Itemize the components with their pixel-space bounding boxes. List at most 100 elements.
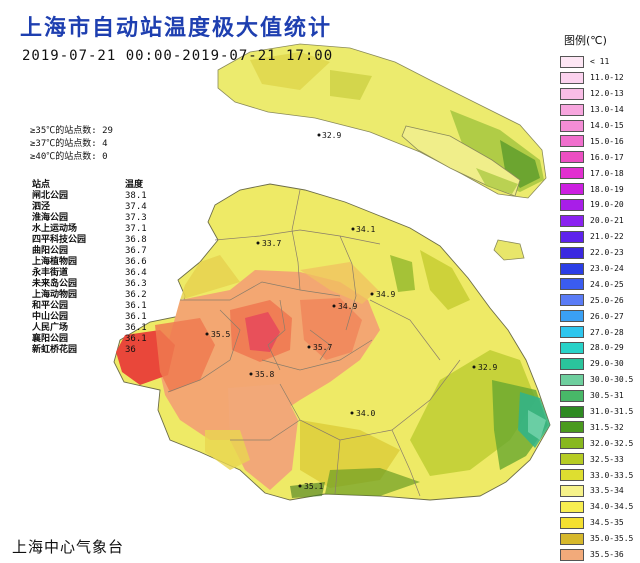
- map-label: 32.9: [322, 131, 341, 140]
- legend-swatch: [560, 421, 584, 434]
- station-name: 闸北公园: [32, 191, 69, 201]
- legend-item: 16.0-17: [560, 149, 638, 165]
- legend-label: 12.0-13: [590, 89, 624, 99]
- station-name: 上海动物园: [32, 290, 78, 300]
- station-count-summary: ≥35℃的站点数: 29 ≥37℃的站点数: 4 ≥40℃的站点数: 0: [30, 125, 113, 164]
- station-name: 淮海公园: [32, 213, 69, 223]
- station-name: 襄阳公园: [32, 334, 69, 344]
- legend-swatch: [560, 246, 584, 259]
- station-temp: 37.4: [125, 202, 147, 212]
- station-temp: 36.7: [125, 246, 147, 256]
- legend-swatch: [560, 326, 584, 339]
- legend-label: 16.0-17: [590, 152, 624, 162]
- station-row: 曲阳公园 36.7: [32, 246, 155, 257]
- station-temp: 36.6: [125, 257, 147, 267]
- station-row: 水上运动场 37.1: [32, 224, 155, 235]
- legend-label: 23.0-24: [590, 264, 624, 274]
- legend-item: 35.0-35.5: [560, 531, 638, 547]
- count-label: ≥37℃的站点数:: [30, 139, 97, 149]
- legend-item: 30.5-31: [560, 388, 638, 404]
- station-name: 上海植物园: [32, 257, 78, 267]
- legend-swatch: [560, 103, 584, 116]
- legend-item: 29.0-30: [560, 356, 638, 372]
- count-value: 29: [102, 126, 113, 136]
- legend-label: 32.5-33: [590, 454, 624, 464]
- count-label: ≥40℃的站点数:: [30, 152, 97, 162]
- station-row: 淮海公园 37.3: [32, 213, 155, 224]
- legend-label: 21.0-22: [590, 232, 624, 242]
- station-row: 上海植物园 36.6: [32, 257, 155, 268]
- legend-item: 25.0-26: [560, 292, 638, 308]
- issuer-label: 上海中心气象台: [12, 538, 125, 556]
- legend-label: 15.0-16: [590, 136, 624, 146]
- legend-item: 17.0-18: [560, 165, 638, 181]
- legend-item: 18.0-19: [560, 181, 638, 197]
- legend-label: 34.5-35: [590, 518, 624, 528]
- station-temp: 36.4: [125, 268, 147, 278]
- map-label: 35.5: [211, 330, 230, 339]
- map-title: 上海市自动站温度极大值统计: [20, 16, 333, 41]
- map-label: 35.7: [313, 343, 332, 352]
- legend-label: 35.0-35.5: [590, 534, 634, 544]
- legend-label: 14.0-15: [590, 121, 624, 130]
- station-row: 永丰街道 36.4: [32, 268, 155, 279]
- legend-swatch: [560, 310, 584, 323]
- legend-label: 24.0-25: [590, 279, 624, 289]
- legend-swatch: [560, 548, 584, 561]
- station-dot: [249, 372, 253, 376]
- station-name: 中山公园: [32, 312, 69, 322]
- legend-label: 30.0-30.5: [590, 375, 634, 385]
- legend-label: 11.0-12: [590, 73, 624, 83]
- legend-item: 14.0-15: [560, 118, 638, 134]
- changxing-island: [401, 125, 525, 261]
- count-value: 4: [102, 139, 108, 149]
- legend-label: 31.0-31.5: [590, 407, 634, 417]
- legend-label: 35.5-36: [590, 550, 624, 560]
- legend-swatch: [560, 453, 584, 466]
- legend-label: 32.0-32.5: [590, 438, 634, 448]
- legend-swatch: [560, 405, 584, 418]
- station-row: 中山公园 36.1: [32, 312, 155, 323]
- station-row: 襄阳公园 36.1: [32, 334, 155, 345]
- legend-swatch: [560, 532, 584, 545]
- legend-swatch: [560, 87, 584, 100]
- map-label: 34.9: [376, 290, 395, 299]
- legend-swatch: [560, 71, 584, 84]
- station-temp: 37.1: [125, 224, 147, 234]
- legend-swatch: [560, 373, 584, 386]
- legend-swatch: [560, 516, 584, 529]
- map-label: 34.9: [338, 302, 357, 311]
- map-label: 35.1: [304, 482, 323, 491]
- legend-item: 30.0-30.5: [560, 372, 638, 388]
- station-dot: [351, 227, 355, 231]
- station-header-name: 站点: [32, 180, 51, 190]
- legend-swatch: [560, 278, 584, 291]
- legend-swatch: [560, 484, 584, 497]
- station-row: 泗泾 37.4: [32, 202, 155, 213]
- map-label: 34.1: [356, 225, 375, 234]
- legend-item: 35.5-36: [560, 547, 638, 563]
- station-dot: [256, 241, 260, 245]
- legend-label: 26.0-27: [590, 311, 624, 321]
- station-name: 泗泾: [32, 202, 51, 212]
- legend-swatch: [560, 119, 584, 132]
- legend-item: 34.0-34.5: [560, 499, 638, 515]
- station-name: 曲阳公园: [32, 246, 69, 256]
- legend-swatch: [560, 294, 584, 307]
- time-range: 2019-07-21 00:00-2019-07-21 17:00: [22, 48, 334, 64]
- map-label: 33.7: [262, 239, 281, 248]
- legend-item: 31.0-31.5: [560, 404, 638, 420]
- station-name: 水上运动场: [32, 224, 78, 234]
- legend-item: 32.5-33: [560, 451, 638, 467]
- legend-swatch: [560, 183, 584, 196]
- legend-swatch: [560, 55, 584, 68]
- station-table-header: 站点 温度: [32, 180, 155, 191]
- station-dot: [350, 411, 354, 415]
- legend-swatch: [560, 389, 584, 402]
- legend-swatch: [560, 437, 584, 450]
- legend-label: 33.0-33.5: [590, 470, 634, 480]
- count-row: ≥37℃的站点数: 4: [30, 138, 113, 151]
- legend-item: 13.0-14: [560, 102, 638, 118]
- legend-swatch: [560, 230, 584, 243]
- legend-swatch: [560, 341, 584, 354]
